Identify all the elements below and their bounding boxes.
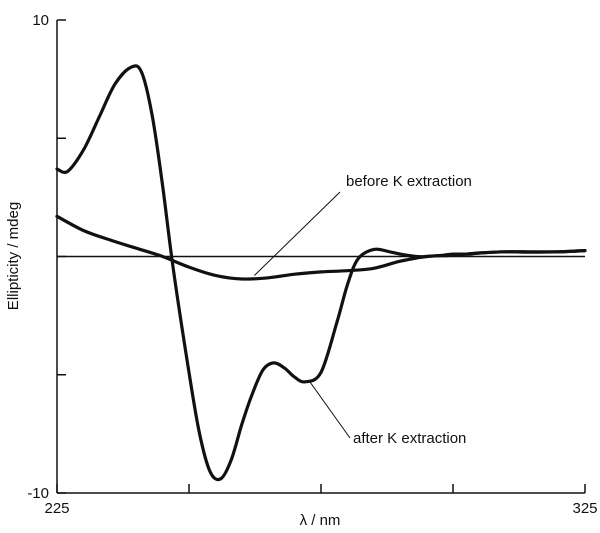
series-layer [55,64,587,482]
annotation-before-leader [254,191,341,276]
y-axis-title: Ellipticity / mdeg [5,202,22,310]
x-tick-label: 325 [572,500,597,517]
x-tick-label: 225 [44,500,69,517]
series-line-after-extraction [55,64,587,482]
annotation-after-leader [308,380,351,439]
annotation-before-label: before K extraction [346,173,472,190]
series-line-before-extraction [55,214,587,281]
annotation-after-label: after K extraction [353,430,466,447]
y-tick-label: 10 [32,12,49,29]
annotations: before K extraction after K extraction [254,173,472,447]
y-tick-label: -10 [27,485,49,502]
x-axis-title: λ / nm [300,512,341,529]
